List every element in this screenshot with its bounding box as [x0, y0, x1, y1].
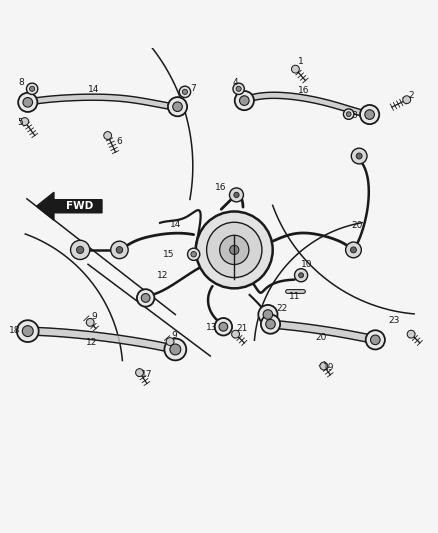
Circle shape — [207, 222, 262, 278]
Circle shape — [23, 98, 32, 107]
Circle shape — [164, 338, 186, 360]
Circle shape — [22, 326, 33, 336]
Circle shape — [263, 310, 273, 319]
Text: 7: 7 — [191, 84, 196, 93]
Circle shape — [233, 83, 244, 94]
Polygon shape — [27, 94, 178, 110]
Text: 17: 17 — [141, 370, 153, 379]
Circle shape — [350, 247, 357, 253]
Circle shape — [137, 289, 154, 306]
Text: 16: 16 — [215, 183, 226, 192]
Text: 9: 9 — [171, 331, 177, 340]
Text: 4: 4 — [232, 78, 238, 87]
Circle shape — [235, 91, 254, 110]
Circle shape — [234, 192, 239, 198]
Text: 13: 13 — [206, 323, 217, 332]
Circle shape — [320, 362, 328, 370]
Circle shape — [166, 338, 174, 345]
Text: 21: 21 — [237, 324, 248, 333]
Circle shape — [196, 212, 273, 288]
Text: 9: 9 — [92, 312, 97, 321]
Circle shape — [182, 90, 187, 94]
Text: 2: 2 — [409, 91, 414, 100]
Circle shape — [187, 248, 200, 261]
Circle shape — [407, 330, 415, 338]
Circle shape — [30, 86, 35, 91]
Circle shape — [240, 96, 249, 106]
Circle shape — [366, 330, 385, 350]
Circle shape — [365, 110, 374, 119]
Circle shape — [230, 245, 239, 255]
Circle shape — [360, 105, 379, 124]
Circle shape — [21, 118, 28, 125]
Circle shape — [168, 97, 187, 116]
Text: 22: 22 — [277, 304, 288, 313]
Circle shape — [26, 83, 38, 94]
Circle shape — [173, 102, 182, 111]
Circle shape — [294, 269, 307, 282]
Text: 6: 6 — [117, 137, 122, 146]
Text: 18: 18 — [9, 327, 20, 335]
Polygon shape — [243, 92, 370, 118]
Circle shape — [232, 330, 240, 338]
Circle shape — [77, 246, 84, 254]
Circle shape — [141, 294, 150, 302]
Circle shape — [17, 320, 39, 342]
Circle shape — [219, 322, 228, 331]
Circle shape — [371, 335, 380, 345]
Polygon shape — [36, 192, 102, 220]
Circle shape — [356, 153, 362, 159]
Circle shape — [86, 318, 94, 326]
Circle shape — [266, 319, 276, 329]
Text: 11: 11 — [289, 293, 300, 302]
Circle shape — [104, 132, 112, 140]
Text: 20: 20 — [315, 333, 326, 342]
Circle shape — [403, 96, 411, 103]
Text: 14: 14 — [170, 220, 181, 229]
Circle shape — [191, 252, 196, 257]
Text: 19: 19 — [323, 363, 335, 372]
Text: FWD: FWD — [66, 201, 93, 211]
Text: 5: 5 — [17, 118, 23, 127]
Text: 3: 3 — [352, 111, 357, 120]
Circle shape — [261, 314, 280, 334]
Text: 20: 20 — [351, 221, 363, 230]
Text: 15: 15 — [163, 249, 175, 259]
Circle shape — [299, 273, 304, 278]
Text: 8: 8 — [18, 78, 24, 87]
Circle shape — [230, 188, 244, 202]
Text: 1: 1 — [297, 56, 304, 66]
Circle shape — [346, 242, 361, 258]
Text: 12: 12 — [156, 271, 168, 280]
Circle shape — [111, 241, 128, 259]
Text: 10: 10 — [301, 260, 313, 269]
Text: 12: 12 — [86, 338, 97, 348]
Circle shape — [346, 112, 351, 117]
Circle shape — [343, 109, 354, 119]
Text: 23: 23 — [389, 317, 400, 326]
Circle shape — [18, 93, 37, 112]
Circle shape — [291, 65, 299, 73]
Circle shape — [215, 318, 232, 335]
Circle shape — [179, 86, 191, 98]
Circle shape — [220, 235, 249, 264]
Text: 16: 16 — [297, 86, 309, 95]
Circle shape — [236, 86, 241, 91]
Polygon shape — [28, 327, 176, 353]
Circle shape — [351, 148, 367, 164]
Circle shape — [116, 247, 123, 253]
Text: 14: 14 — [88, 85, 99, 94]
Circle shape — [170, 344, 181, 355]
Polygon shape — [270, 320, 376, 344]
Circle shape — [136, 369, 144, 376]
Circle shape — [71, 240, 90, 260]
Circle shape — [258, 305, 278, 324]
